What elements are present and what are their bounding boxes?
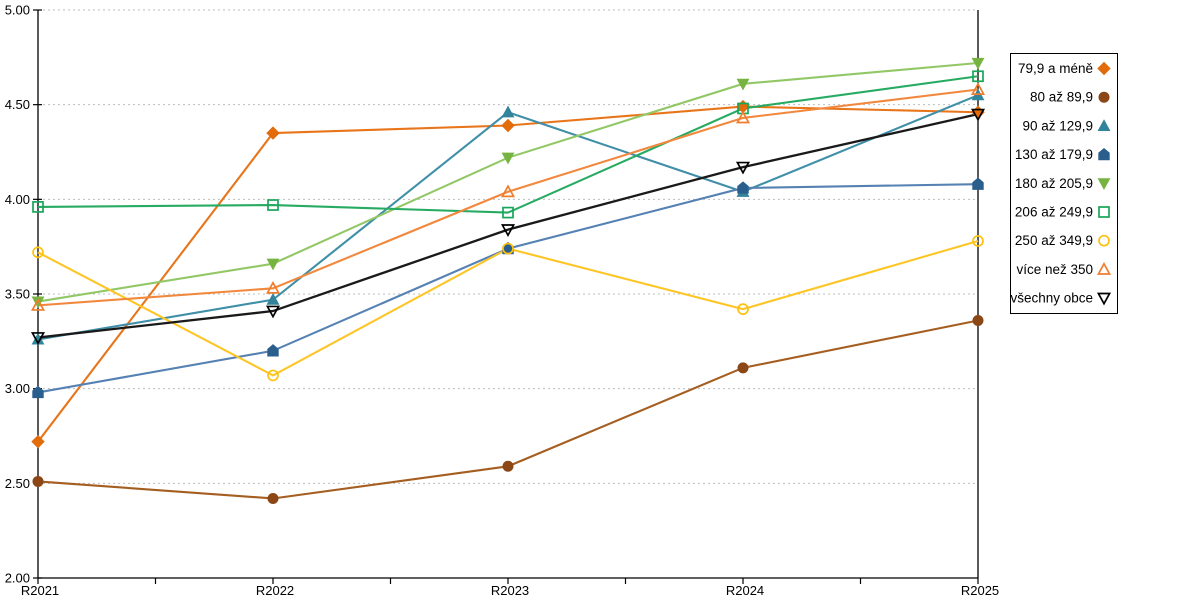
y-axis-label: 4.00 — [5, 192, 30, 207]
series-marker — [971, 57, 985, 70]
series-marker — [972, 235, 984, 247]
series-marker — [735, 161, 751, 175]
series-marker — [501, 152, 515, 165]
x-axis-label: R2021 — [21, 583, 59, 598]
legend-item-6: 206 až 249,9 — [1015, 205, 1110, 220]
legend-item-7: 250 až 349,9 — [1015, 233, 1110, 248]
series-marker — [32, 475, 44, 487]
series-markers-5 — [31, 57, 985, 309]
series-marker — [500, 224, 516, 237]
triangle-down-legend-icon — [1096, 292, 1112, 306]
series-line-7 — [37, 239, 979, 377]
series-line-5 — [37, 61, 979, 303]
legend-item-3: 90 až 129,9 — [1022, 118, 1111, 133]
series-markers-8 — [30, 82, 986, 311]
legend-item-8: více než 350 — [1016, 262, 1112, 277]
series-marker — [500, 184, 516, 198]
series-marker — [972, 70, 984, 83]
series-marker — [266, 126, 280, 140]
series-line-9 — [37, 113, 979, 339]
series-marker — [265, 305, 281, 319]
x-axis-label: R2022 — [256, 583, 294, 598]
series-marker — [266, 293, 280, 305]
legend-label: všechny obce — [1010, 291, 1093, 306]
series-marker — [970, 82, 986, 95]
series-marker — [972, 315, 984, 327]
series-marker — [30, 297, 46, 311]
square-legend-icon — [1098, 206, 1110, 218]
series-line-4 — [37, 183, 979, 394]
legend-label: 180 až 205,9 — [1015, 176, 1093, 191]
series-markers-2 — [32, 315, 984, 504]
x-axis-label: R2025 — [961, 583, 999, 598]
series-marker — [266, 258, 280, 271]
diamond-legend-icon — [1097, 61, 1111, 76]
legend-item-9: všechny obce — [1010, 291, 1112, 306]
legend: 79,9 a méně 80 až 89,9 90 až 129,9 130 až 1… — [1010, 53, 1118, 314]
y-axis-label: 3.00 — [5, 381, 30, 396]
legend-label: 79,9 a méně — [1018, 61, 1093, 76]
pentagon-legend-icon — [1098, 147, 1110, 161]
series-marker — [267, 344, 279, 357]
series-marker — [735, 110, 751, 124]
series-marker — [31, 434, 45, 449]
series-marker — [30, 332, 46, 345]
legend-label: 90 až 129,9 — [1022, 118, 1093, 133]
x-axis-label: R2024 — [726, 583, 764, 598]
x-axis-label: R2023 — [491, 583, 529, 598]
series-line-6 — [37, 75, 979, 214]
series-line-8 — [37, 88, 979, 307]
y-axis-label: 5.00 — [5, 3, 30, 18]
series-marker — [502, 242, 514, 255]
series-marker — [267, 369, 279, 382]
y-axis-label: 2.00 — [5, 571, 30, 586]
legend-item-5: 180 až 205,9 — [1015, 176, 1111, 191]
legend-item-1: 79,9 a méně — [1018, 61, 1111, 76]
series-markers-4 — [32, 177, 984, 399]
series-marker — [502, 206, 514, 219]
triangle-up-legend-icon — [1096, 262, 1112, 275]
y-axis-label: 3.50 — [5, 287, 30, 302]
legend-item-4: 130 až 179,9 — [1015, 147, 1110, 162]
legend-item-2: 80 až 89,9 — [1030, 90, 1110, 105]
series-markers — [30, 57, 986, 504]
series-marker — [31, 296, 45, 309]
legend-label: 250 až 349,9 — [1015, 233, 1093, 248]
series-marker — [737, 303, 749, 315]
series-marker — [32, 385, 44, 399]
series-markers-7 — [32, 235, 984, 382]
series-markers-9 — [30, 108, 986, 345]
series-marker — [267, 492, 279, 504]
series-marker — [32, 246, 44, 259]
triangle-down-legend-icon — [1097, 178, 1111, 190]
series-marker — [970, 108, 986, 122]
gridlines — [38, 9, 978, 484]
series-marker — [265, 280, 281, 294]
series-marker — [32, 201, 44, 213]
circle-legend-icon — [1098, 91, 1110, 103]
series-marker — [501, 105, 515, 118]
series-marker — [737, 362, 749, 374]
series-marker — [737, 181, 749, 194]
series-marker — [972, 177, 984, 190]
series-marker — [736, 78, 750, 91]
triangle-up-legend-icon — [1097, 119, 1111, 131]
y-axis-label: 4.50 — [5, 97, 30, 112]
series-marker — [501, 118, 515, 133]
circle-legend-icon — [1098, 234, 1110, 247]
series-marker — [502, 460, 514, 472]
legend-label: 206 až 249,9 — [1015, 205, 1093, 220]
legend-label: 130 až 179,9 — [1015, 147, 1093, 162]
legend-label: 80 až 89,9 — [1030, 90, 1093, 105]
series-marker — [267, 199, 279, 211]
legend-label: více než 350 — [1016, 262, 1093, 277]
y-axis-label: 2.50 — [5, 476, 30, 491]
